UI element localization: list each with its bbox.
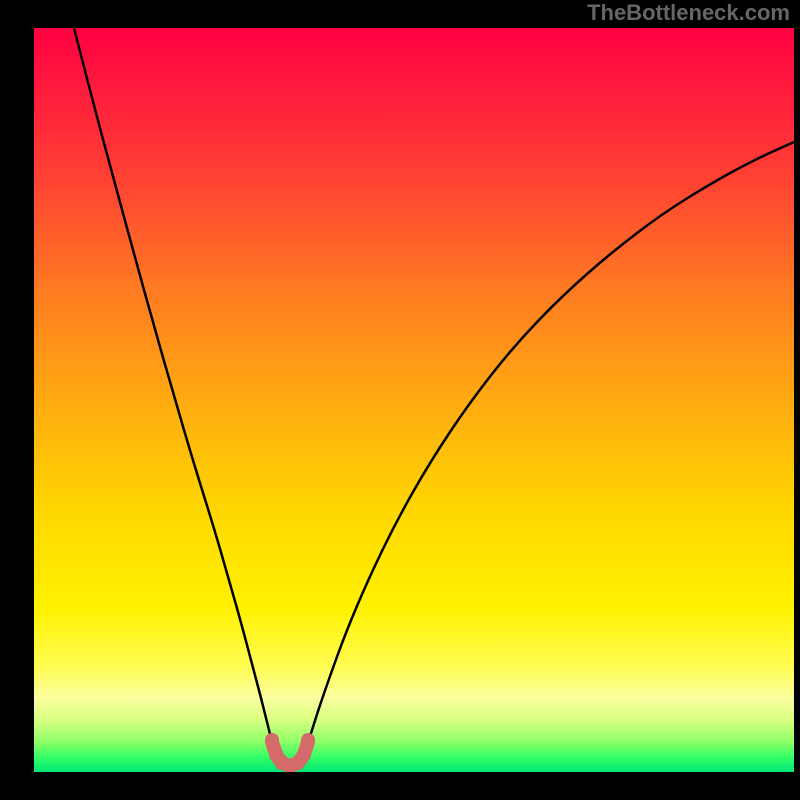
chart-svg — [34, 28, 794, 772]
plot-area — [34, 28, 794, 772]
watermark-text: TheBottleneck.com — [587, 0, 790, 26]
left-curve — [74, 28, 273, 746]
marker-group — [265, 733, 315, 772]
right-curve — [307, 142, 794, 746]
marker-dot — [265, 733, 279, 747]
marker-dot — [297, 748, 311, 762]
frame-right — [794, 0, 800, 800]
frame-left — [0, 0, 34, 800]
frame-bottom — [0, 772, 800, 800]
marker-dot — [301, 733, 315, 747]
